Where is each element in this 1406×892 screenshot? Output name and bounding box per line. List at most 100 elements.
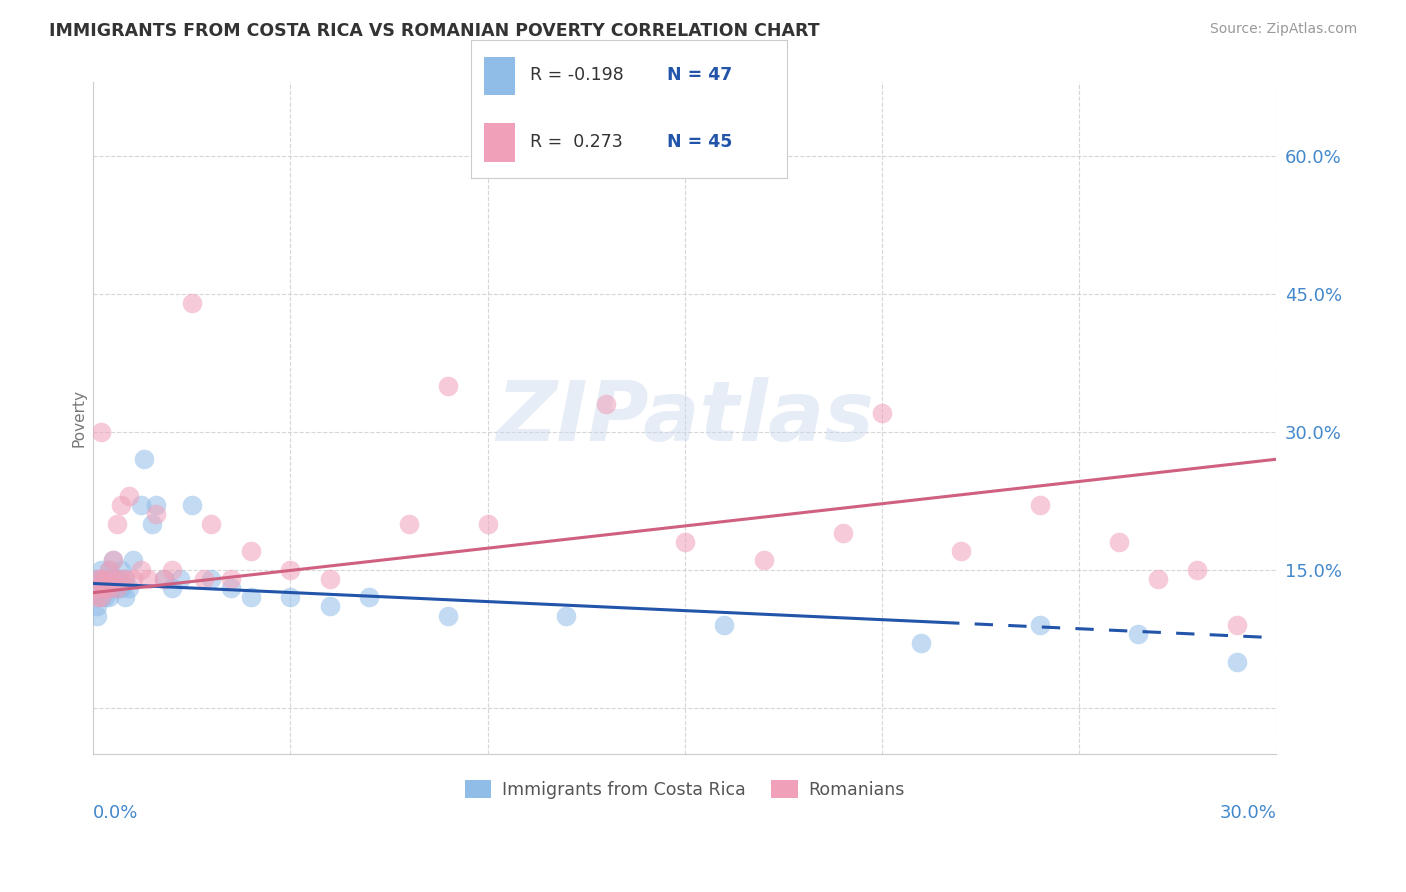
Point: [90, 425, 112, 439]
Point: [1108, 535, 1130, 549]
Point: [110, 581, 132, 595]
Point: [219, 581, 242, 595]
Text: IMMIGRANTS FROM COSTA RICA VS ROMANIAN POVERTY CORRELATION CHART: IMMIGRANTS FROM COSTA RICA VS ROMANIAN P…: [49, 22, 820, 40]
Point: [1028, 498, 1050, 512]
Point: [219, 572, 242, 586]
Point: [101, 553, 124, 567]
Point: [86, 572, 108, 586]
Point: [114, 572, 136, 586]
Point: [831, 525, 853, 540]
Point: [121, 572, 143, 586]
Point: [114, 591, 136, 605]
Point: [90, 572, 112, 586]
Point: [319, 599, 342, 614]
Point: [1187, 563, 1209, 577]
Point: [145, 508, 167, 522]
Point: [910, 636, 932, 650]
Point: [110, 563, 132, 577]
Text: Source: ZipAtlas.com: Source: ZipAtlas.com: [1209, 22, 1357, 37]
Point: [97, 581, 120, 595]
Point: [280, 591, 302, 605]
Point: [110, 572, 132, 586]
Point: [118, 489, 141, 503]
Point: [86, 581, 108, 595]
Point: [193, 572, 215, 586]
Point: [319, 572, 342, 586]
Point: [90, 572, 112, 586]
Point: [153, 572, 176, 586]
Point: [86, 581, 108, 595]
Point: [870, 406, 893, 420]
Point: [86, 591, 108, 605]
Point: [138, 572, 160, 586]
Point: [97, 563, 120, 577]
Point: [114, 572, 136, 586]
Point: [101, 553, 124, 567]
Point: [1226, 655, 1249, 669]
Point: [90, 591, 112, 605]
Point: [437, 378, 460, 392]
Text: N = 47: N = 47: [668, 66, 733, 85]
Point: [110, 498, 132, 512]
Point: [101, 572, 124, 586]
Point: [90, 581, 112, 595]
Point: [180, 295, 202, 310]
Point: [160, 581, 183, 595]
Point: [97, 563, 120, 577]
Point: [169, 572, 191, 586]
Text: 0.0%: 0.0%: [93, 805, 139, 822]
Point: [239, 544, 262, 558]
Point: [94, 572, 117, 586]
Point: [101, 572, 124, 586]
Point: [1226, 618, 1249, 632]
Point: [97, 591, 120, 605]
Point: [94, 591, 117, 605]
Point: [86, 599, 108, 614]
Point: [90, 591, 112, 605]
Bar: [484, 57, 516, 95]
Point: [595, 397, 617, 411]
Text: N = 45: N = 45: [668, 134, 733, 152]
Point: [94, 572, 117, 586]
Y-axis label: Poverty: Poverty: [72, 389, 86, 447]
Point: [200, 572, 222, 586]
Point: [118, 581, 141, 595]
Point: [949, 544, 972, 558]
Bar: [484, 123, 516, 161]
Point: [1028, 618, 1050, 632]
Point: [239, 591, 262, 605]
Point: [105, 516, 128, 531]
Text: R =  0.273: R = 0.273: [530, 134, 623, 152]
Point: [1147, 572, 1170, 586]
Point: [555, 608, 578, 623]
Point: [477, 516, 499, 531]
Point: [359, 591, 381, 605]
Point: [129, 563, 152, 577]
Point: [101, 581, 124, 595]
Point: [141, 516, 163, 531]
Point: [134, 452, 156, 467]
Point: [1128, 627, 1150, 641]
Point: [280, 563, 302, 577]
Point: [145, 498, 167, 512]
Point: [94, 581, 117, 595]
Point: [121, 553, 143, 567]
Point: [200, 516, 222, 531]
Point: [752, 553, 775, 567]
Point: [94, 581, 117, 595]
Text: R = -0.198: R = -0.198: [530, 66, 623, 85]
Point: [437, 608, 460, 623]
Point: [105, 581, 128, 595]
Text: 30.0%: 30.0%: [1219, 805, 1277, 822]
Point: [105, 572, 128, 586]
Text: ZIPatlas: ZIPatlas: [496, 377, 873, 458]
Point: [129, 498, 152, 512]
Point: [86, 608, 108, 623]
Point: [180, 498, 202, 512]
Point: [153, 572, 176, 586]
Point: [86, 572, 108, 586]
Point: [97, 581, 120, 595]
Point: [105, 581, 128, 595]
Point: [398, 516, 420, 531]
Point: [673, 535, 696, 549]
